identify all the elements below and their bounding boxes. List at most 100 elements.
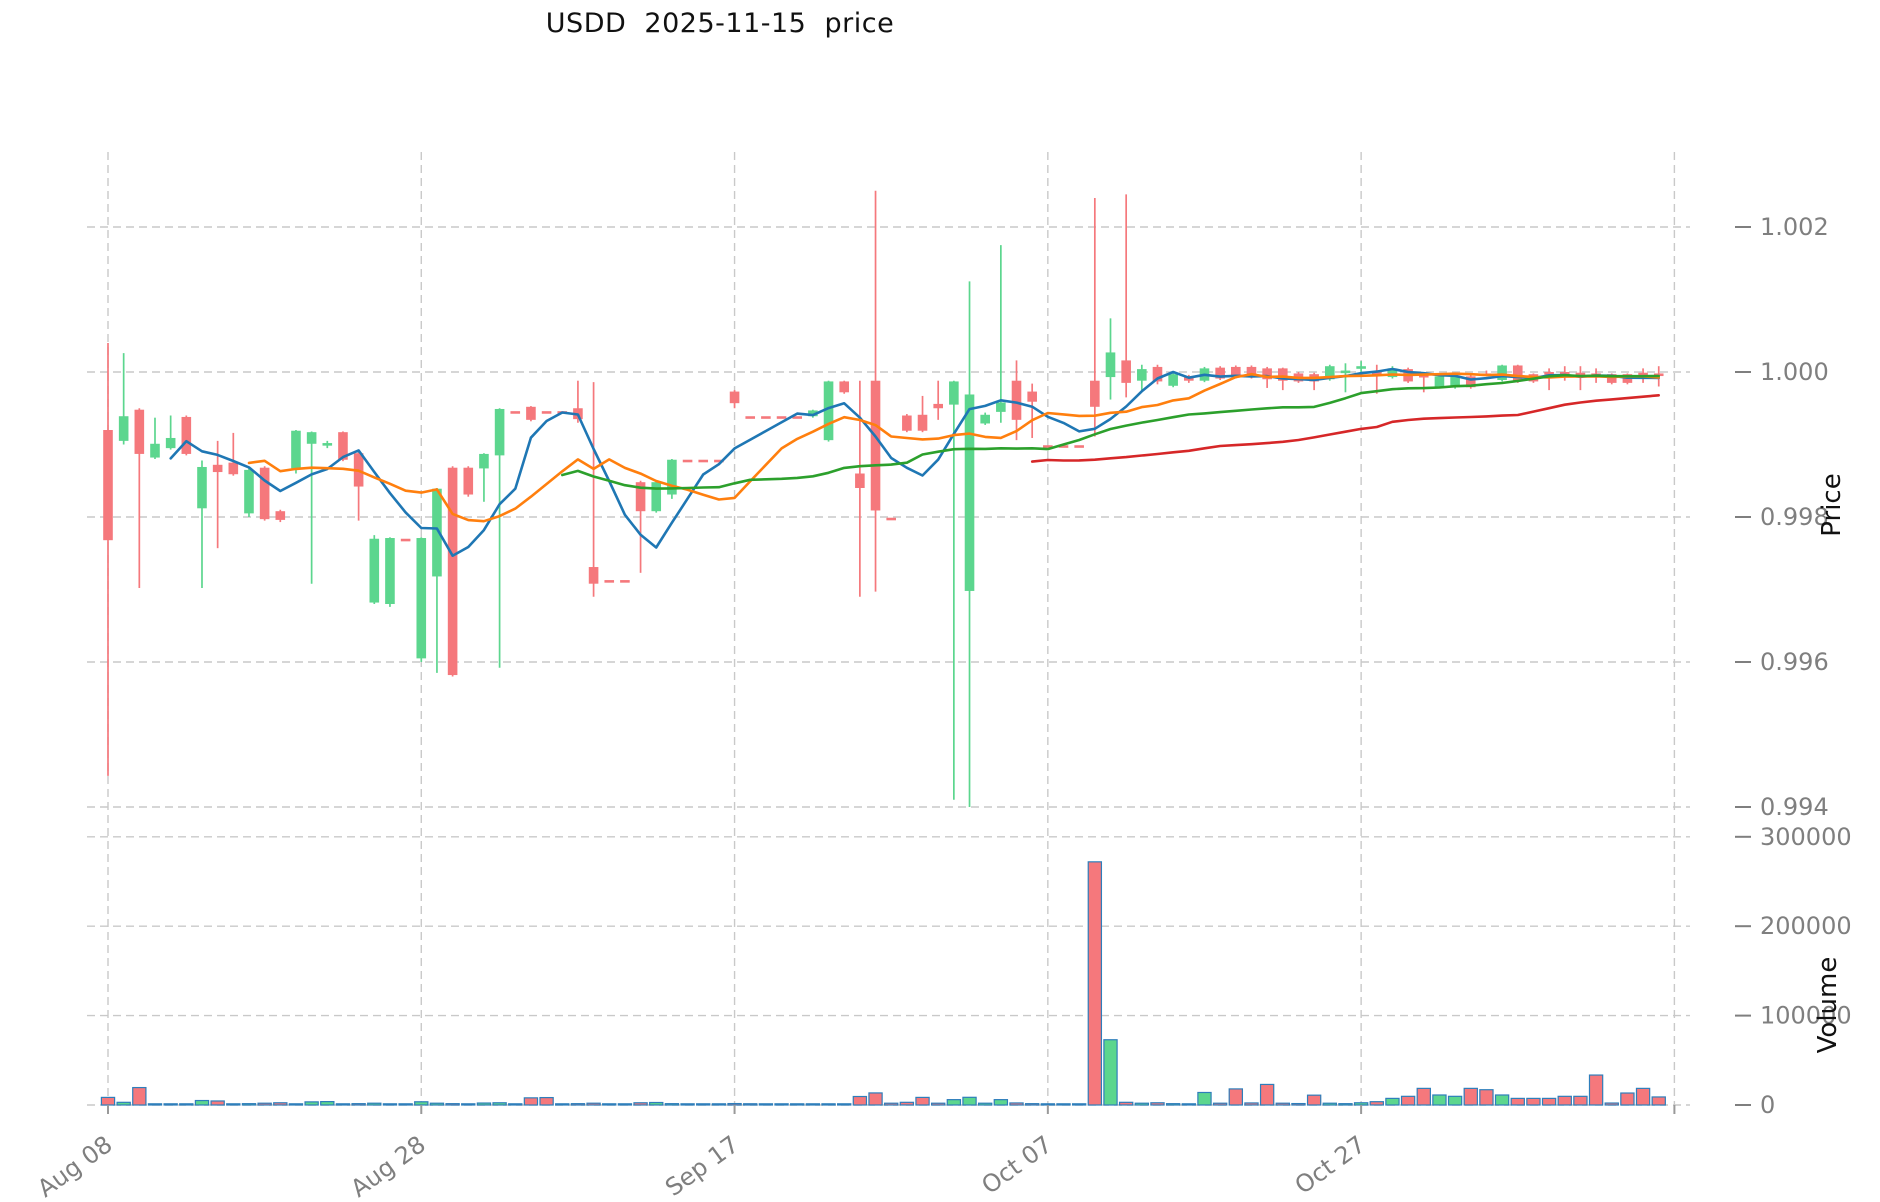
volume-bar xyxy=(241,1103,257,1106)
gridlines xyxy=(87,152,1690,1106)
volume-bar xyxy=(320,1101,335,1106)
volume-tick-label: 200000 xyxy=(1760,912,1852,940)
volume-bar xyxy=(555,1103,570,1106)
volume-bar xyxy=(1353,1102,1369,1106)
volume-bar xyxy=(711,1103,727,1106)
volume-bar xyxy=(226,1103,241,1106)
volume-bar xyxy=(273,1102,288,1106)
candle-body xyxy=(150,443,160,458)
candle-body xyxy=(1278,368,1288,381)
candle-doji-dash xyxy=(886,517,896,521)
volume-bar xyxy=(351,1103,366,1106)
volume-bar xyxy=(1259,1083,1275,1106)
candle-body xyxy=(1434,376,1445,387)
volume-bar xyxy=(1494,1094,1510,1106)
volume-bar xyxy=(1134,1102,1150,1106)
candle-body xyxy=(823,381,834,441)
volume-bar xyxy=(1432,1094,1447,1106)
volume-bar xyxy=(586,1102,601,1106)
volume-bar xyxy=(1463,1087,1478,1106)
volume-bar xyxy=(727,1102,742,1106)
volume-bar xyxy=(1322,1102,1337,1106)
volume-bar xyxy=(805,1103,821,1106)
volume-bar xyxy=(633,1102,648,1106)
volume-bar xyxy=(1275,1102,1290,1106)
volume-bar xyxy=(429,1102,445,1106)
volume-bar xyxy=(147,1103,163,1106)
candle-body xyxy=(1465,376,1476,388)
candle-body xyxy=(244,469,254,514)
volume-bar xyxy=(1197,1091,1212,1106)
candle-body xyxy=(322,443,333,446)
candle-body xyxy=(181,416,192,454)
volume-bar xyxy=(1541,1097,1557,1106)
candle-doji-dash xyxy=(682,459,693,463)
volume-bar xyxy=(523,1097,539,1106)
volume-bar xyxy=(288,1103,304,1106)
volume-bar xyxy=(1479,1089,1494,1106)
volume-bar xyxy=(1369,1101,1384,1106)
volume-bar xyxy=(1400,1095,1416,1106)
volume-bar xyxy=(1212,1102,1228,1106)
volume-bar xyxy=(993,1099,1009,1106)
volume-bar xyxy=(1291,1102,1306,1106)
candle-body xyxy=(134,409,145,454)
volume-bar xyxy=(179,1103,194,1106)
price-tick-label: 1.002 xyxy=(1760,213,1829,241)
candle-body xyxy=(479,453,489,469)
volume-bar xyxy=(649,1101,664,1106)
candle-body xyxy=(1105,352,1116,378)
ma30-line xyxy=(560,373,1660,490)
candle-body xyxy=(463,467,474,495)
volume-bar xyxy=(868,1092,883,1106)
candle-body xyxy=(275,511,286,520)
candle-doji-dash xyxy=(714,459,724,463)
date-tick-label: Oct 27 xyxy=(1290,1130,1371,1199)
candle-body xyxy=(1606,374,1617,383)
volume-bar xyxy=(1071,1103,1087,1106)
candle-doji-dash xyxy=(1043,445,1053,448)
candle-body xyxy=(1450,376,1460,388)
volume-bar xyxy=(194,1099,210,1106)
candle-body xyxy=(1027,391,1037,402)
candle-body xyxy=(870,380,881,511)
volume-bar xyxy=(758,1103,774,1106)
volume-bar xyxy=(962,1096,977,1106)
candle-doji-dash xyxy=(604,580,615,583)
price-tick-label: 1.000 xyxy=(1760,358,1829,386)
candle-body xyxy=(902,415,912,431)
candle-body xyxy=(1559,372,1570,375)
candle-body xyxy=(1497,365,1507,380)
volume-bar xyxy=(367,1102,382,1106)
volume-bar xyxy=(1510,1097,1525,1106)
candle-doji-dash xyxy=(620,580,630,583)
price-tick-label: 0.996 xyxy=(1760,648,1829,676)
volume-bar xyxy=(821,1103,836,1106)
volume-bar xyxy=(163,1103,178,1106)
volume-bar xyxy=(1024,1103,1040,1106)
candle-body xyxy=(291,430,301,469)
candle-doji-dash xyxy=(510,411,521,414)
candle-doji-dash xyxy=(761,416,771,419)
candle-doji-dash xyxy=(792,416,803,419)
volume-bar xyxy=(1244,1102,1259,1106)
candle-body xyxy=(447,467,458,676)
candle-body xyxy=(526,406,536,420)
candle-body xyxy=(228,462,239,475)
candle-body xyxy=(259,467,270,520)
candle-body xyxy=(165,437,176,449)
candle-doji-dash xyxy=(1058,445,1069,448)
candle-body xyxy=(808,410,818,417)
volume-bar xyxy=(398,1103,413,1106)
candle-body xyxy=(1356,366,1366,369)
volume-bar xyxy=(1573,1095,1588,1106)
volume-bar xyxy=(210,1100,225,1106)
candle-body xyxy=(996,402,1006,412)
chart-title: USDD 2025-11-15 price xyxy=(545,8,895,39)
candle-body xyxy=(839,381,850,393)
date-tick-label: Aug 08 xyxy=(32,1130,117,1202)
candle-body xyxy=(1512,365,1523,382)
volume-bar xyxy=(1056,1103,1071,1106)
volume-bar xyxy=(883,1102,899,1106)
